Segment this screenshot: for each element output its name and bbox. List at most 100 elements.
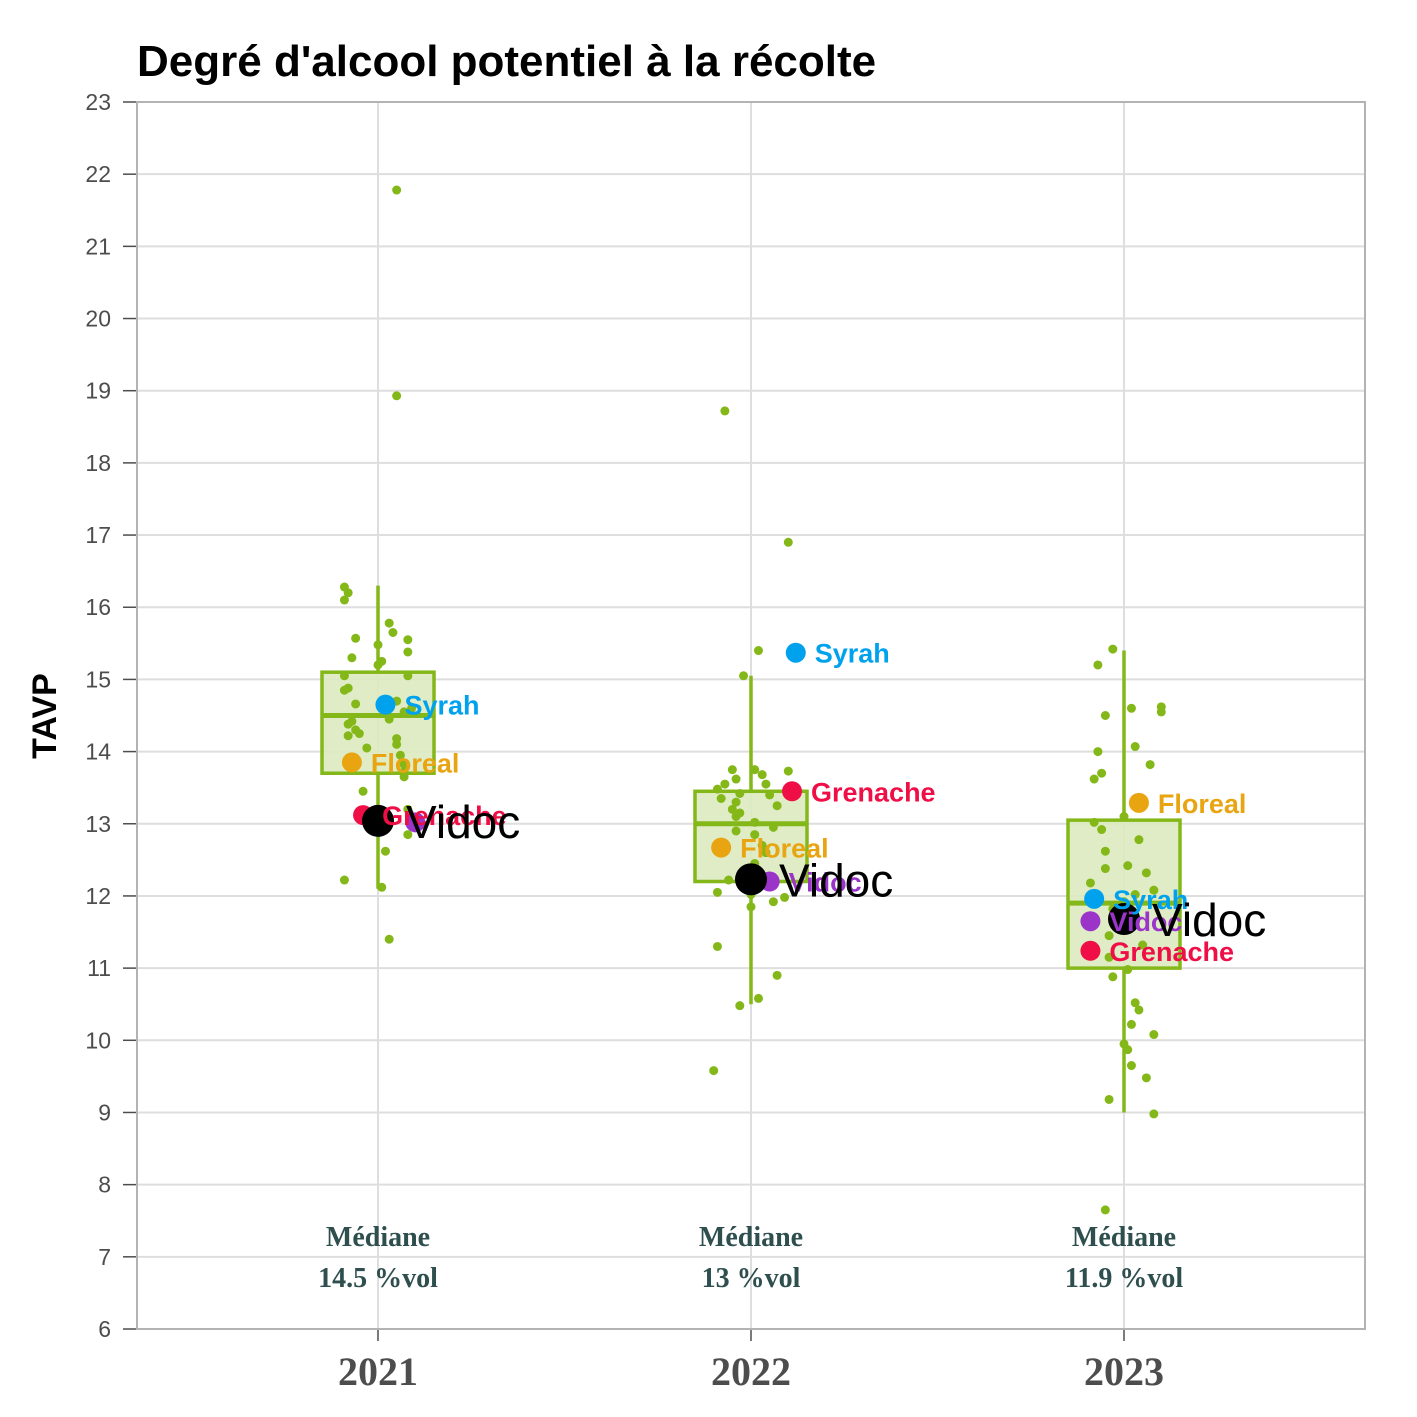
data-point bbox=[772, 801, 782, 811]
median-annotation-label: Médiane bbox=[326, 1222, 430, 1253]
data-point bbox=[407, 703, 417, 713]
data-point bbox=[712, 784, 722, 794]
data-point bbox=[783, 766, 793, 776]
median-annotation-value: 13 %vol bbox=[702, 1263, 801, 1294]
highlight-label-grenache: Grenache bbox=[811, 777, 936, 807]
highlight-dot-syrah bbox=[1084, 888, 1105, 909]
highlight-label-floreal: Floreal bbox=[1158, 789, 1247, 819]
data-point bbox=[768, 897, 778, 907]
data-point bbox=[731, 812, 741, 822]
highlight-label-vidoc: Vidoc bbox=[1152, 894, 1266, 946]
data-point bbox=[1089, 817, 1099, 827]
data-point bbox=[1123, 1045, 1133, 1055]
data-point bbox=[399, 772, 409, 782]
data-point bbox=[731, 826, 741, 836]
data-point bbox=[1126, 703, 1136, 713]
data-point bbox=[765, 790, 775, 800]
y-tick-label: 22 bbox=[85, 161, 111, 187]
highlight-label-syrah: Syrah bbox=[1113, 885, 1188, 915]
median-annotation-label: Médiane bbox=[699, 1222, 803, 1253]
data-point bbox=[1130, 998, 1140, 1008]
data-point bbox=[1145, 760, 1155, 770]
data-point bbox=[339, 685, 349, 695]
data-point bbox=[1123, 965, 1133, 975]
data-point bbox=[1100, 846, 1110, 856]
data-point bbox=[727, 804, 737, 814]
x-tick-label: 2022 bbox=[711, 1349, 791, 1394]
panel-border bbox=[136, 101, 1366, 1330]
y-axis-label: TAVP bbox=[26, 673, 64, 759]
data-point bbox=[750, 765, 760, 775]
highlight-label-floreal: Floreal bbox=[371, 748, 460, 778]
data-point bbox=[739, 671, 749, 681]
data-point bbox=[343, 588, 353, 598]
data-point bbox=[1104, 952, 1114, 962]
data-point bbox=[1138, 940, 1148, 950]
highlight-dot-grenache bbox=[782, 781, 803, 802]
data-point bbox=[354, 729, 364, 739]
data-point bbox=[362, 743, 372, 753]
data-point bbox=[392, 739, 402, 749]
data-point bbox=[716, 794, 726, 804]
data-point bbox=[377, 882, 387, 892]
data-point bbox=[1093, 660, 1103, 670]
highlight-dot-purple bbox=[1080, 911, 1101, 932]
data-point bbox=[392, 185, 402, 195]
data-point bbox=[757, 840, 767, 850]
highlight-label-floreal: Floreal bbox=[740, 834, 829, 864]
data-point bbox=[712, 941, 722, 951]
data-point bbox=[1156, 707, 1166, 717]
y-tick-label: 15 bbox=[85, 666, 111, 692]
y-tick-label: 10 bbox=[85, 1027, 111, 1053]
data-point bbox=[384, 714, 394, 724]
data-point bbox=[1108, 972, 1118, 982]
y-tick-label: 16 bbox=[85, 594, 111, 620]
data-point bbox=[753, 646, 763, 656]
x-tick-label: 2021 bbox=[338, 1349, 418, 1394]
data-point bbox=[339, 595, 349, 605]
y-tick-label: 11 bbox=[87, 955, 111, 981]
y-tick-label: 12 bbox=[85, 883, 111, 909]
data-point bbox=[709, 1066, 719, 1076]
data-point bbox=[1085, 878, 1095, 888]
data-point bbox=[1097, 825, 1107, 835]
data-point bbox=[380, 846, 390, 856]
y-tick-label: 8 bbox=[98, 1172, 111, 1198]
median-annotation-label: Médiane bbox=[1072, 1222, 1176, 1253]
y-tick-label: 7 bbox=[98, 1244, 111, 1270]
y-tick-label: 14 bbox=[85, 739, 111, 765]
highlight-dot-purple bbox=[405, 812, 426, 833]
data-point bbox=[1130, 742, 1140, 752]
y-tick-label: 13 bbox=[85, 811, 111, 837]
data-point bbox=[1126, 1019, 1136, 1029]
highlight-label-syrah: Syrah bbox=[815, 639, 890, 669]
data-point bbox=[1097, 768, 1107, 778]
data-point bbox=[339, 875, 349, 885]
highlight-dot-grenache bbox=[1080, 940, 1101, 961]
data-point bbox=[384, 934, 394, 944]
data-point bbox=[384, 618, 394, 628]
y-tick-label: 21 bbox=[85, 233, 111, 259]
data-point bbox=[735, 788, 745, 798]
data-point bbox=[1100, 711, 1110, 720]
data-point bbox=[1141, 1073, 1151, 1083]
highlight-dot-syrah bbox=[375, 694, 396, 715]
data-point bbox=[772, 970, 782, 980]
data-point bbox=[351, 699, 361, 709]
data-point bbox=[388, 627, 398, 637]
median-annotation-value: 14.5 %vol bbox=[318, 1263, 438, 1294]
highlight-label-grenache: Grenache bbox=[382, 801, 507, 831]
data-point bbox=[403, 635, 413, 645]
data-point bbox=[373, 660, 383, 670]
highlight-label-purple: Vidoc bbox=[1109, 907, 1182, 937]
data-point bbox=[1093, 747, 1103, 757]
data-point bbox=[403, 647, 413, 657]
data-point bbox=[720, 406, 730, 416]
data-point bbox=[731, 797, 741, 807]
highlight-label-purple: Vidoc bbox=[789, 868, 862, 898]
highlight-dot-floreal bbox=[1128, 792, 1149, 813]
data-point bbox=[1141, 868, 1151, 878]
